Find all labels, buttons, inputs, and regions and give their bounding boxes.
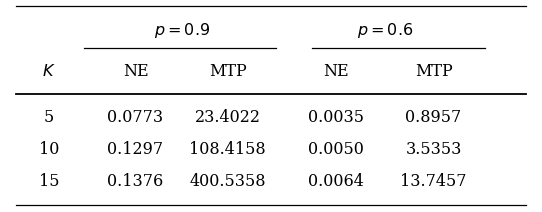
Text: 23.4022: 23.4022 <box>195 109 261 126</box>
Text: $p = 0.6$: $p = 0.6$ <box>357 21 413 40</box>
Text: MTP: MTP <box>209 63 247 80</box>
Text: NE: NE <box>122 63 149 80</box>
Text: MTP: MTP <box>415 63 453 80</box>
Text: 0.0050: 0.0050 <box>308 141 364 158</box>
Text: NE: NE <box>323 63 349 80</box>
Text: 0.0064: 0.0064 <box>308 173 364 190</box>
Text: 0.1376: 0.1376 <box>107 173 164 190</box>
Text: 0.1297: 0.1297 <box>107 141 164 158</box>
Text: $K$: $K$ <box>42 63 56 80</box>
Text: 10: 10 <box>38 141 59 158</box>
Text: 0.8957: 0.8957 <box>405 109 462 126</box>
Text: 0.0773: 0.0773 <box>107 109 164 126</box>
Text: 0.0035: 0.0035 <box>308 109 364 126</box>
Text: 3.5353: 3.5353 <box>405 141 462 158</box>
Text: 108.4158: 108.4158 <box>189 141 266 158</box>
Text: 400.5358: 400.5358 <box>189 173 266 190</box>
Text: 5: 5 <box>44 109 54 126</box>
Text: $p = 0.9$: $p = 0.9$ <box>153 21 210 40</box>
Text: 15: 15 <box>38 173 59 190</box>
Text: 13.7457: 13.7457 <box>401 173 467 190</box>
